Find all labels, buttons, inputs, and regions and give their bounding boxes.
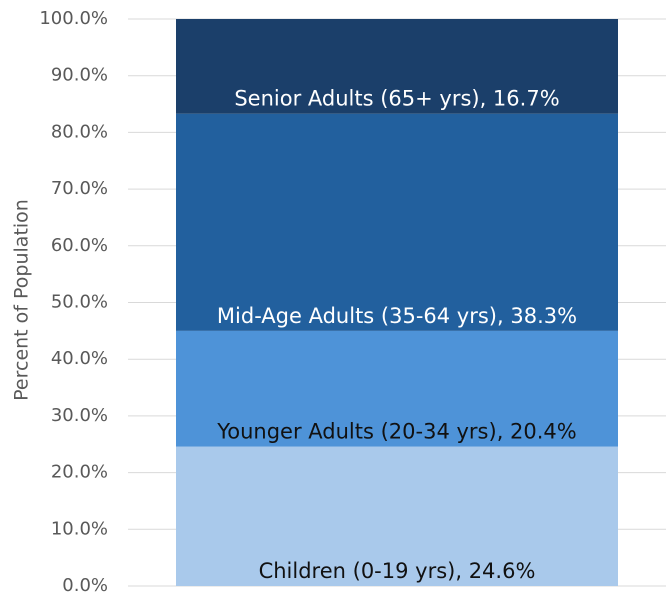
bar-segment bbox=[176, 330, 618, 447]
data-label: Mid-Age Adults (35-64 yrs), 38.3% bbox=[217, 304, 577, 328]
data-label: Children (0-19 yrs), 24.6% bbox=[259, 559, 536, 583]
data-label: Senior Adults (65+ yrs), 16.7% bbox=[234, 87, 559, 111]
y-tick-label: 90.0% bbox=[51, 65, 108, 86]
y-tick-label: 30.0% bbox=[51, 405, 108, 426]
y-tick-label: 100.0% bbox=[39, 8, 108, 29]
y-tick-label: 80.0% bbox=[51, 121, 108, 142]
y-tick-label: 60.0% bbox=[51, 235, 108, 256]
y-tick-label: 20.0% bbox=[51, 462, 108, 483]
y-axis-title: Percent of Population bbox=[11, 199, 33, 401]
y-tick-label: 0.0% bbox=[62, 575, 108, 596]
bar-segment bbox=[176, 113, 618, 331]
y-tick-label: 50.0% bbox=[51, 292, 108, 313]
bar-segment bbox=[176, 19, 618, 114]
data-label: Younger Adults (20-34 yrs), 20.4% bbox=[216, 420, 577, 444]
bar-segment bbox=[176, 446, 618, 586]
y-tick-label: 40.0% bbox=[51, 348, 108, 369]
y-tick-label: 10.0% bbox=[51, 518, 108, 539]
y-tick-label: 70.0% bbox=[51, 178, 108, 199]
